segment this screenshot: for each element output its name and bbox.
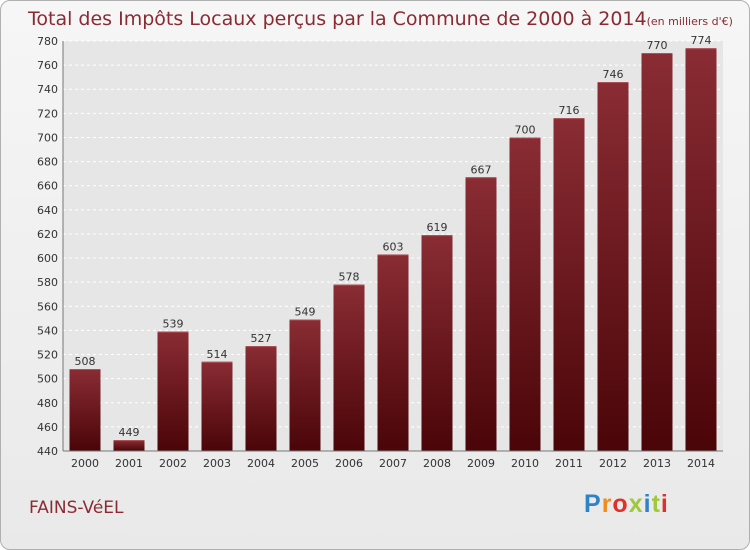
bar-value-label: 774 (691, 34, 712, 47)
y-tick-label: 520 (37, 349, 58, 362)
x-tick-label: 2010 (511, 457, 539, 470)
logo-letter: P (584, 490, 602, 518)
bar-value-label: 514 (207, 348, 228, 361)
y-tick-label: 500 (37, 373, 58, 386)
bar-value-label: 716 (559, 104, 580, 117)
bar (377, 254, 409, 451)
y-tick-label: 680 (37, 156, 58, 169)
logo-letter: i (660, 490, 669, 518)
y-tick-label: 720 (37, 107, 58, 120)
bar (333, 284, 365, 451)
x-tick-label: 2006 (335, 457, 363, 470)
y-tick-label: 620 (37, 228, 58, 241)
bar-value-label: 508 (75, 355, 96, 368)
chart-title-text: Total des Impôts Locaux perçus par la Co… (28, 8, 647, 30)
bar-value-label: 527 (251, 332, 272, 345)
y-tick-label: 600 (37, 252, 58, 265)
bar (641, 53, 673, 451)
bar (597, 82, 629, 451)
logo-letter: o (612, 490, 629, 518)
bar (201, 361, 233, 451)
bar-value-label: 619 (427, 221, 448, 234)
bar (421, 235, 453, 451)
bar-value-label: 539 (163, 318, 184, 331)
y-tick-label: 580 (37, 276, 58, 289)
x-tick-label: 2009 (467, 457, 495, 470)
y-tick-label: 740 (37, 83, 58, 96)
bar (245, 346, 277, 451)
y-tick-label: 660 (37, 180, 58, 193)
x-tick-label: 2004 (247, 457, 275, 470)
chart-title-unit: (en milliers d'€) (646, 15, 733, 28)
proxiti-logo: Proxiti (584, 490, 669, 519)
bar (69, 369, 101, 451)
bar (465, 177, 497, 451)
chart-title: Total des Impôts Locaux perçus par la Co… (28, 8, 733, 30)
logo-letter: t (651, 490, 661, 518)
x-tick-label: 2007 (379, 457, 407, 470)
y-tick-label: 460 (37, 421, 58, 434)
y-tick-label: 480 (37, 397, 58, 410)
x-tick-label: 2008 (423, 457, 451, 470)
bar (685, 48, 717, 452)
bar-value-label: 746 (603, 68, 624, 81)
y-tick-label: 560 (37, 300, 58, 313)
logo-letter: r (601, 490, 613, 518)
y-tick-label: 760 (37, 59, 58, 72)
bar (289, 319, 321, 451)
bar-value-label: 449 (119, 426, 140, 439)
y-tick-label: 780 (37, 35, 58, 48)
x-tick-label: 2001 (115, 457, 143, 470)
y-tick-label: 640 (37, 204, 58, 217)
x-tick-label: 2014 (687, 457, 715, 470)
x-tick-label: 2012 (599, 457, 627, 470)
x-tick-label: 2003 (203, 457, 231, 470)
bar-value-label: 578 (339, 271, 360, 284)
bar (113, 440, 145, 451)
logo-letter: x (628, 490, 644, 518)
bar (509, 137, 541, 451)
y-tick-label: 440 (37, 445, 58, 458)
logo-letter: i (643, 490, 652, 518)
x-tick-label: 2000 (71, 457, 99, 470)
bar (553, 118, 585, 452)
y-tick-label: 540 (37, 324, 58, 337)
commune-name: FAINS-VéEL (29, 498, 124, 518)
x-tick-label: 2011 (555, 457, 583, 470)
bar-value-label: 667 (471, 163, 492, 176)
bar (157, 331, 189, 451)
bar-value-label: 603 (383, 240, 404, 253)
x-tick-label: 2002 (159, 457, 187, 470)
x-tick-label: 2005 (291, 457, 319, 470)
bar-value-label: 770 (647, 39, 668, 52)
bar-value-label: 700 (515, 123, 536, 136)
x-tick-label: 2013 (643, 457, 671, 470)
y-tick-label: 700 (37, 131, 58, 144)
bar-value-label: 549 (295, 306, 316, 319)
